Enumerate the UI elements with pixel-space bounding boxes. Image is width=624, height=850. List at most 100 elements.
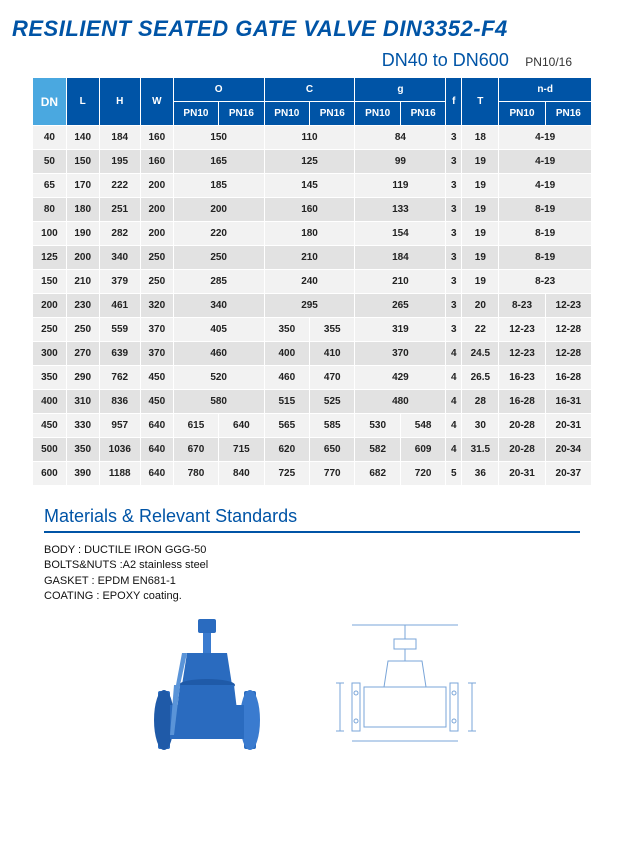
table-cell: 160 [264,198,355,222]
table-cell: 20-34 [545,438,591,462]
table-cell: 8-19 [499,246,592,270]
table-cell: 22 [462,318,499,342]
table-cell: 350 [66,438,99,462]
table-cell: 840 [219,462,264,486]
table-cell: 4 [446,438,462,462]
table-row: 600390118864078084072577068272053620-312… [33,462,592,486]
table-cell: 19 [462,198,499,222]
table-cell: 520 [173,366,264,390]
table-cell: 582 [355,438,400,462]
table-cell: 18 [462,126,499,150]
material-line: GASKET : EPDM EN681-1 [44,574,612,589]
table-cell: 310 [66,390,99,414]
table-cell: 650 [310,438,355,462]
table-cell: 670 [173,438,218,462]
table-cell: 3 [446,150,462,174]
table-cell: 20-37 [545,462,591,486]
table-cell: 125 [33,246,67,270]
table-cell: 195 [99,150,140,174]
table-cell: 24.5 [462,342,499,366]
table-cell: 4 [446,366,462,390]
table-cell: 100 [33,222,67,246]
col-g-pn16: PN16 [400,102,445,126]
table-cell: 330 [66,414,99,438]
table-cell: 600 [33,462,67,486]
table-cell: 180 [264,222,355,246]
table-cell: 320 [140,294,173,318]
table-cell: 762 [99,366,140,390]
table-cell: 12-23 [499,342,545,366]
table-cell: 180 [66,198,99,222]
table-row: 25025055937040535035531932212-2312-28 [33,318,592,342]
table-cell: 251 [99,198,140,222]
table-row: 2002304613203402952653208-2312-23 [33,294,592,318]
table-row: 1001902822002201801543198-19 [33,222,592,246]
table-cell: 3 [446,294,462,318]
table-cell: 350 [264,318,309,342]
table-cell: 8-23 [499,294,545,318]
table-cell: 150 [173,126,264,150]
table-cell: 780 [173,462,218,486]
table-cell: 65 [33,174,67,198]
table-row: 1502103792502852402103198-23 [33,270,592,294]
table-cell: 3 [446,270,462,294]
table-cell: 725 [264,462,309,486]
table-cell: 210 [264,246,355,270]
table-cell: 145 [264,174,355,198]
table-cell: 12-23 [545,294,591,318]
col-o-pn16: PN16 [219,102,264,126]
valve-schematic [322,613,492,773]
table-cell: 210 [355,270,446,294]
table-cell: 400 [33,390,67,414]
col-l: L [66,78,99,126]
table-cell: 8-19 [499,222,592,246]
dimensions-table: DN L H W O C g f T n-d PN10 PN16 PN10 PN… [32,77,592,486]
table-cell: 165 [173,150,264,174]
table-cell: 4-19 [499,174,592,198]
table-cell: 40 [33,126,67,150]
table-cell: 154 [355,222,446,246]
table-cell: 250 [173,246,264,270]
table-cell: 270 [66,342,99,366]
table-cell: 295 [264,294,355,318]
table-cell: 19 [462,150,499,174]
table-cell: 222 [99,174,140,198]
table-cell: 1036 [99,438,140,462]
table-cell: 133 [355,198,446,222]
col-c-pn16: PN16 [310,102,355,126]
table-cell: 1188 [99,462,140,486]
col-o-pn10: PN10 [173,102,218,126]
table-head: DN L H W O C g f T n-d PN10 PN16 PN10 PN… [33,78,592,126]
table-cell: 461 [99,294,140,318]
page-title: RESILIENT SEATED GATE VALVE DIN3352-F4 [12,16,612,42]
table-cell: 609 [400,438,445,462]
table-cell: 4-19 [499,150,592,174]
table-cell: 836 [99,390,140,414]
col-g-pn10: PN10 [355,102,400,126]
table-cell: 355 [310,318,355,342]
table-cell: 565 [264,414,309,438]
table-cell: 379 [99,270,140,294]
table-cell: 200 [173,198,264,222]
table-row: 45033095764061564056558553054843020-2820… [33,414,592,438]
table-cell: 640 [140,414,173,438]
table-cell: 370 [140,342,173,366]
table-cell: 319 [355,318,446,342]
table-cell: 140 [66,126,99,150]
table-cell: 4 [446,414,462,438]
table-cell: 99 [355,150,446,174]
table-cell: 3 [446,318,462,342]
table-cell: 285 [173,270,264,294]
table-cell: 220 [173,222,264,246]
table-cell: 580 [173,390,264,414]
table-cell: 31.5 [462,438,499,462]
table-cell: 3 [446,174,462,198]
table-cell: 160 [140,126,173,150]
table-row: 350290762450520460470429426.516-2316-28 [33,366,592,390]
table-cell: 300 [33,342,67,366]
table-cell: 16-28 [545,366,591,390]
table-cell: 28 [462,390,499,414]
table-cell: 20 [462,294,499,318]
table-cell: 350 [33,366,67,390]
table-cell: 640 [140,462,173,486]
